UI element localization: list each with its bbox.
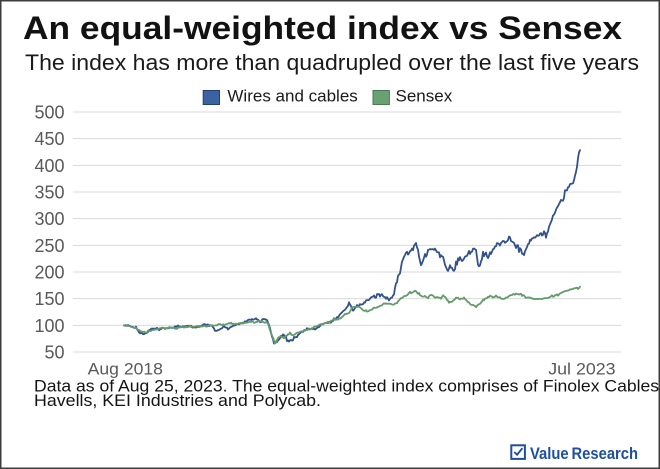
svg-text:Aug 2018: Aug 2018 (88, 360, 163, 379)
svg-text:300: 300 (34, 209, 64, 229)
svg-text:The index has more than quadru: The index has more than quadrupled over … (25, 50, 639, 75)
svg-text:Wires and cables: Wires and cables (227, 87, 357, 106)
svg-text:Jul 2023: Jul 2023 (548, 360, 615, 379)
svg-text:150: 150 (34, 289, 64, 309)
svg-text:An equal-weighted index vs Sen: An equal-weighted index vs Sensex (23, 10, 622, 46)
svg-text:350: 350 (34, 183, 64, 203)
svg-text:100: 100 (34, 316, 64, 336)
svg-text:250: 250 (34, 236, 64, 256)
svg-text:450: 450 (34, 129, 64, 149)
svg-text:200: 200 (34, 263, 64, 283)
svg-text:Sensex: Sensex (396, 87, 453, 106)
svg-text:Havells, KEI Industries and Po: Havells, KEI Industries and Polycab. (34, 391, 321, 410)
svg-text:50: 50 (44, 343, 64, 363)
svg-text:Data as of Aug 25, 2023. The e: Data as of Aug 25, 2023. The equal-weigh… (34, 376, 660, 395)
svg-text:400: 400 (34, 156, 64, 176)
svg-text:500: 500 (34, 103, 64, 123)
svg-text:Value Research: Value Research (530, 444, 638, 463)
